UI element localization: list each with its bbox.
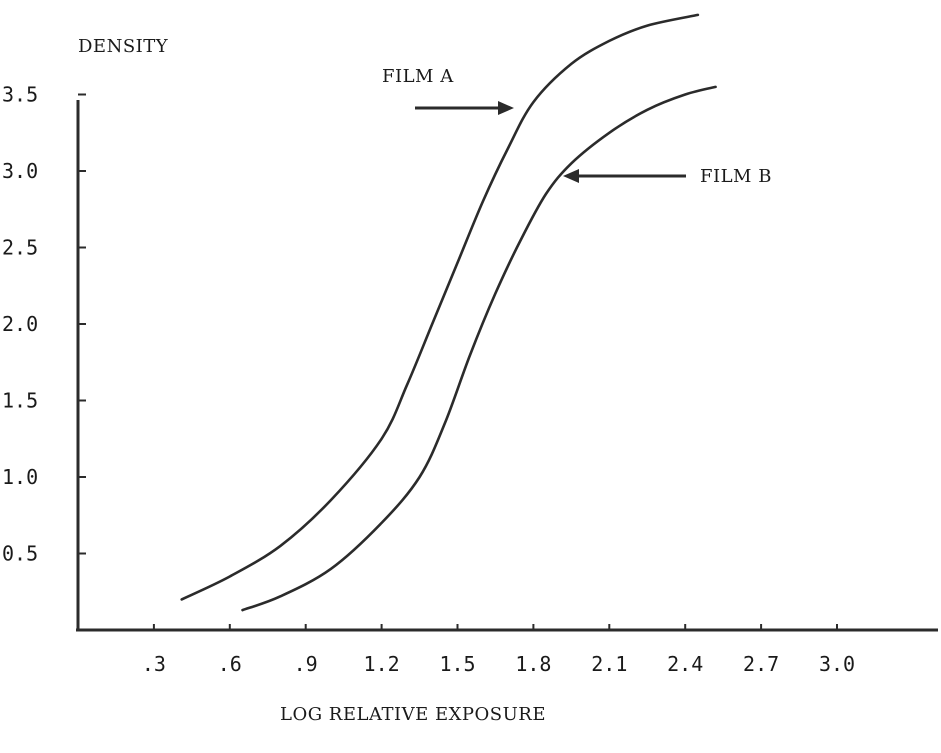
film-b-curve [241,85,717,612]
series-group [180,13,717,612]
y-axis-title: DENSITY [78,36,169,57]
y-tick-label: 1.0 [2,465,38,489]
film-b-label: FILM B [700,166,772,187]
film-a-curve [180,13,700,601]
film-a-annotation: FILM A [382,66,514,115]
film-b-arrow-head [563,169,579,183]
x-tick-label: 2.1 [591,652,627,676]
x-tick-label: 2.7 [743,652,779,676]
x-axis-title: LOG RELATIVE EXPOSURE [280,704,546,725]
x-tick-label: .3 [142,652,166,676]
y-tick-label: 0.5 [2,542,38,566]
x-ticks: .3 .6 .9 1.2 1.5 1.8 2.1 2.4 2.7 3.0 [142,624,855,676]
film-a-label: FILM A [382,66,454,87]
y-tick-label: 2.0 [2,312,38,336]
film-a-arrow-head [498,101,514,115]
x-tick-label: 2.4 [667,652,703,676]
y-tick-label: 2.5 [2,236,38,260]
y-tick-label: 3.5 [2,83,38,107]
x-tick-label: 3.0 [819,652,855,676]
x-tick-label: 1.5 [439,652,475,676]
x-tick-label: 1.8 [515,652,551,676]
x-tick-label: .6 [218,652,242,676]
x-tick-label: 1.2 [364,652,400,676]
film-b-annotation: FILM B [563,166,772,187]
y-tick-label: 1.5 [2,389,38,413]
y-tick-label: 3.0 [2,159,38,183]
x-tick-label: .9 [294,652,318,676]
y-ticks: 3.5 3.0 2.5 2.0 1.5 1.0 0.5 [2,83,86,566]
